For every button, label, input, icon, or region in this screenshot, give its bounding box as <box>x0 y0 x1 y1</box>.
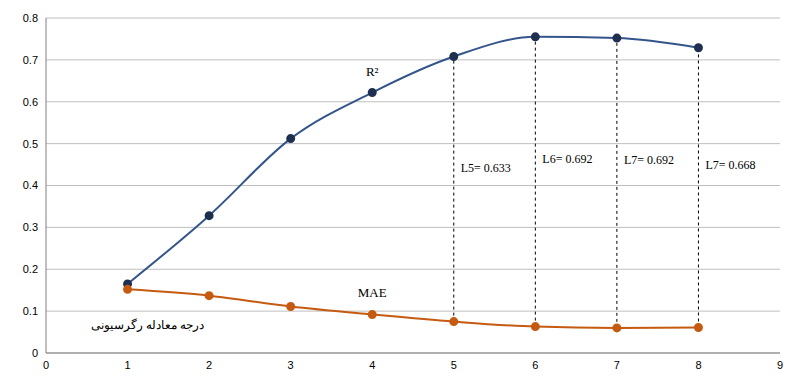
svg-text:8: 8 <box>695 359 701 371</box>
svg-text:L6= 0.692: L6= 0.692 <box>542 152 592 166</box>
svg-text:7: 7 <box>614 359 620 371</box>
svg-text:0.4: 0.4 <box>23 179 38 191</box>
svg-text:0.6: 0.6 <box>23 96 38 108</box>
svg-text:6: 6 <box>532 359 538 371</box>
svg-text:3: 3 <box>288 359 294 371</box>
svg-text:L7= 0.692: L7= 0.692 <box>624 153 674 167</box>
svg-text:0.1: 0.1 <box>23 305 38 317</box>
svg-text:0.5: 0.5 <box>23 138 38 150</box>
svg-text:0.3: 0.3 <box>23 221 38 233</box>
svg-text:0.2: 0.2 <box>23 263 38 275</box>
svg-text:0: 0 <box>32 347 38 359</box>
svg-text:9: 9 <box>777 359 783 371</box>
svg-text:1: 1 <box>124 359 130 371</box>
svg-text:L5= 0.633: L5= 0.633 <box>461 161 511 175</box>
svg-text:0: 0 <box>43 359 49 371</box>
svg-text:R²: R² <box>366 64 379 79</box>
svg-text:5: 5 <box>451 359 457 371</box>
svg-text:0.8: 0.8 <box>23 12 38 24</box>
svg-text:درجه معادله رگرسیونی: درجه معادله رگرسیونی <box>91 318 204 332</box>
svg-text:L7= 0.668: L7= 0.668 <box>705 158 755 172</box>
svg-text:4: 4 <box>369 359 375 371</box>
svg-text:2: 2 <box>206 359 212 371</box>
svg-text:MAE: MAE <box>358 285 387 300</box>
svg-text:0.7: 0.7 <box>23 54 38 66</box>
